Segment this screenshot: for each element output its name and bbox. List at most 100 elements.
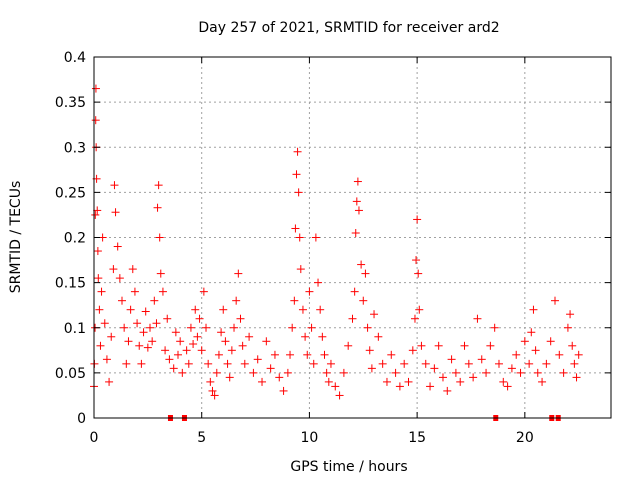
data-point [163, 314, 172, 323]
data-point [197, 346, 206, 355]
data-point [370, 310, 379, 319]
data-point [221, 337, 230, 346]
data-point [234, 269, 243, 278]
y-tick-label: 0.4 [64, 50, 86, 66]
data-point [109, 265, 118, 274]
data-point [320, 350, 329, 359]
data-point [290, 296, 299, 305]
data-point [208, 386, 217, 395]
data-point [227, 346, 236, 355]
data-point [161, 346, 170, 355]
data-point [367, 364, 376, 373]
data-point [382, 377, 391, 386]
data-point [520, 337, 529, 346]
data-point [400, 359, 409, 368]
data-point [307, 323, 316, 332]
data-point [546, 337, 555, 346]
data-point [512, 350, 521, 359]
x-axis-ticks: 0 5 10 15 20 [90, 57, 534, 446]
data-point [494, 359, 503, 368]
data-point [292, 170, 301, 179]
data-point [324, 377, 333, 386]
data-point [348, 314, 357, 323]
data-point [438, 373, 447, 382]
data-point [105, 377, 114, 386]
data-point [572, 373, 581, 382]
data-point [354, 206, 363, 215]
data-point [193, 332, 202, 341]
data-point [176, 337, 185, 346]
data-point [555, 350, 564, 359]
data-point [469, 373, 478, 382]
data-point [95, 305, 104, 314]
data-point [288, 323, 297, 332]
data-point [542, 359, 551, 368]
data-point [426, 382, 435, 391]
y-tick-label: 0.2 [64, 231, 86, 247]
data-point [391, 368, 400, 377]
data-point [96, 341, 105, 350]
data-point [141, 307, 150, 316]
data-point [238, 341, 247, 350]
data-point [91, 84, 100, 93]
data-point [434, 341, 443, 350]
data-points [90, 84, 583, 400]
data-point [322, 368, 331, 377]
data-point [326, 359, 335, 368]
data-point [460, 341, 469, 350]
data-point [275, 373, 284, 382]
data-point [158, 287, 167, 296]
x-axis-label: GPS time / hours [290, 459, 407, 475]
data-point [293, 147, 302, 156]
data-point [531, 346, 540, 355]
data-point [550, 296, 559, 305]
y-tick-label: 0.25 [55, 185, 86, 201]
data-point [93, 247, 102, 256]
data-point [570, 359, 579, 368]
data-point [525, 359, 534, 368]
data-point [482, 368, 491, 377]
data-point [217, 328, 226, 337]
data-point [296, 265, 305, 274]
data-point [350, 287, 359, 296]
data-point [240, 359, 249, 368]
data-point [374, 332, 383, 341]
data-point [124, 337, 133, 346]
data-point [128, 265, 137, 274]
data-point [184, 359, 193, 368]
data-point [538, 377, 547, 386]
data-point [331, 382, 340, 391]
data-point [408, 346, 417, 355]
data-point [219, 305, 228, 314]
data-point [135, 341, 144, 350]
data-point [447, 355, 456, 364]
data-point [156, 269, 165, 278]
data-point [146, 323, 155, 332]
data-point [110, 181, 119, 190]
data-point [279, 386, 288, 395]
data-point [199, 287, 208, 296]
data-point [97, 287, 106, 296]
data-point [223, 359, 232, 368]
data-point [311, 233, 320, 242]
data-point [189, 339, 198, 348]
data-point [363, 323, 372, 332]
data-point [126, 305, 135, 314]
data-point [309, 359, 318, 368]
data-point [111, 208, 120, 217]
data-point [566, 310, 575, 319]
data-point [378, 359, 387, 368]
x-tick-label: 15 [408, 430, 426, 446]
data-point [563, 323, 572, 332]
data-point [295, 233, 304, 242]
data-point [174, 350, 183, 359]
chart-title: Day 257 of 2021, SRMTID for receiver ard… [198, 20, 499, 36]
data-point [148, 337, 157, 346]
data-point [314, 278, 323, 287]
data-point [107, 332, 116, 341]
data-point [301, 332, 310, 341]
data-point [357, 260, 366, 269]
data-point [139, 328, 148, 337]
